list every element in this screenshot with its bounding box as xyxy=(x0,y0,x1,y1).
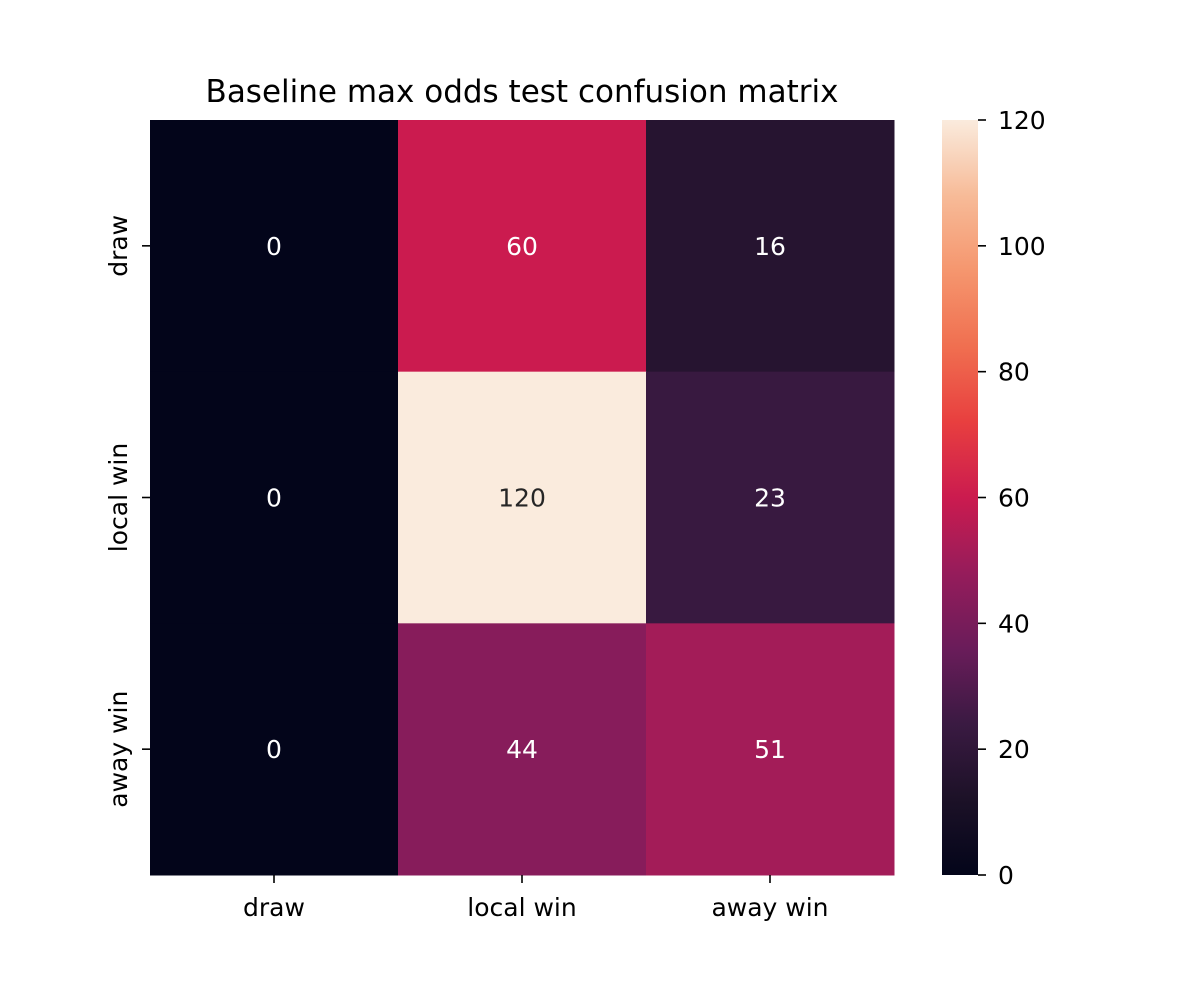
x-tick-label: local win xyxy=(467,893,576,922)
cell-value-label: 60 xyxy=(506,232,538,261)
colorbar-tick-label: 40 xyxy=(998,609,1030,638)
heatmap-cell xyxy=(398,623,647,876)
cell-value-label: 0 xyxy=(266,484,282,513)
cell-value-label: 120 xyxy=(498,484,546,513)
y-tick-label: away win xyxy=(104,691,133,808)
heatmap-cell xyxy=(646,623,895,876)
heatmap-cell xyxy=(646,120,895,373)
colorbar-tick-label: 80 xyxy=(998,358,1030,387)
x-tick-label: draw xyxy=(243,893,305,922)
y-tick-label: draw xyxy=(104,215,133,277)
cell-value-label: 0 xyxy=(266,232,282,261)
y-axis: draw local win away win xyxy=(104,215,150,808)
colorbar-tick-label: 20 xyxy=(998,735,1030,764)
colorbar-tick-label: 120 xyxy=(998,106,1046,135)
x-axis: draw local win away win xyxy=(243,875,829,922)
heatmap-cell xyxy=(646,371,895,624)
cell-value-label: 0 xyxy=(266,735,282,764)
heatmap-cell xyxy=(150,120,399,373)
y-tick-label: local win xyxy=(104,443,133,552)
chart-title: Baseline max odds test confusion matrix xyxy=(206,74,839,110)
heatmap-cell xyxy=(150,371,399,624)
cell-value-label: 16 xyxy=(754,232,786,261)
colorbar-gradient xyxy=(942,120,978,875)
heatmap-cell xyxy=(398,120,647,373)
colorbar: 0 20 40 60 80 100 120 xyxy=(942,106,1046,890)
cell-value-label: 44 xyxy=(506,735,538,764)
colorbar-tick-label: 0 xyxy=(998,861,1014,890)
heatmap-cells: 0 60 16 0 120 23 0 44 51 xyxy=(150,120,895,876)
heatmap-cell xyxy=(150,623,399,876)
colorbar-tick-label: 60 xyxy=(998,484,1030,513)
colorbar-tick-label: 100 xyxy=(998,232,1046,261)
x-tick-label: away win xyxy=(711,893,828,922)
cell-value-label: 23 xyxy=(754,484,786,513)
heatmap-cell xyxy=(398,371,647,624)
cell-value-label: 51 xyxy=(754,735,786,764)
